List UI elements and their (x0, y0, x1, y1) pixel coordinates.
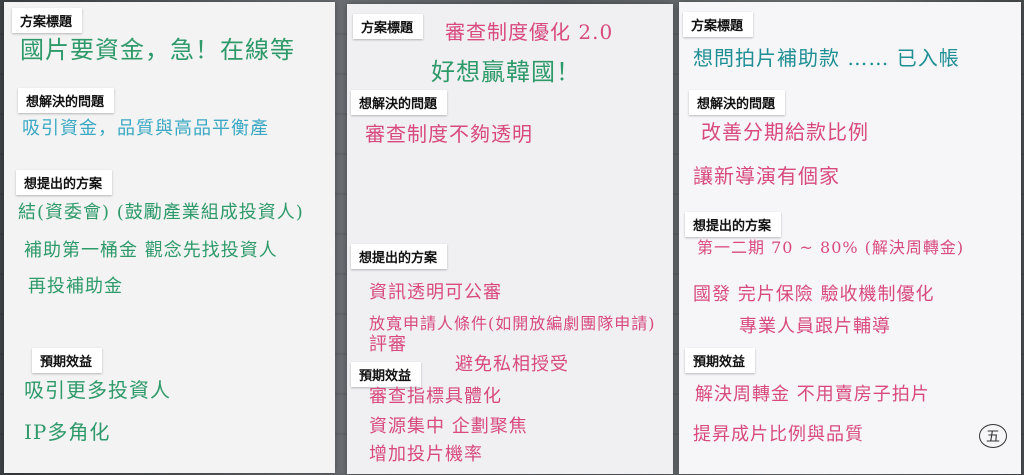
sheet-number-badge: 五 (979, 424, 1007, 448)
solution-line-1: 資訊透明可公審 (369, 282, 502, 303)
solution-label: 想提出的方案 (351, 244, 448, 269)
benefit-line-2: IP多角化 (24, 420, 111, 444)
poster-sheet-2: 方案標題 審查制度優化 2.0 好想贏韓國！ 想解決的問題 審查制度不夠透明 想… (347, 4, 673, 474)
benefit-line-1: 吸引更多投資人 (24, 378, 171, 402)
solution-line-3: 評審 (369, 334, 407, 355)
solution-label: 想提出的方案 (16, 170, 113, 195)
problem-line-2: 讓新導演有個家 (693, 164, 840, 188)
solution-line-1: 結(資委會) (鼓勵產業組成投資人) (18, 202, 304, 223)
solution-line-3: 專業人員跟片輔導 (739, 316, 891, 337)
solution-line-2: 放寬申請人條件(如開放編劇團隊申請) (369, 314, 656, 333)
title-text: 審查制度優化 2.0 (445, 20, 614, 44)
benefit-label: 預期效益 (32, 348, 103, 373)
problem-line-1: 改善分期給款比例 (701, 120, 869, 144)
problem-label: 想解決的問題 (689, 90, 786, 115)
problem-label: 想解決的問題 (18, 88, 115, 113)
problem-line-1: 審查制度不夠透明 (365, 122, 533, 146)
benefit-line-2: 資源集中 企劃聚焦 (369, 416, 528, 437)
benefit-line-1: 解決周轉金 不用賣房子拍片 (695, 384, 930, 405)
benefit-label: 預期效益 (685, 348, 756, 373)
title-label: 方案標題 (683, 12, 754, 37)
poster-sheet-1: 方案標題 國片要資金，急！在線等 想解決的問題 吸引資金，品質與高品平衡產 想提… (4, 2, 335, 473)
solution-label: 想提出的方案 (685, 212, 782, 237)
benefit-line-1: 審查指標具體化 (369, 386, 502, 407)
problem-label: 想解決的問題 (351, 90, 448, 115)
title-label: 方案標題 (353, 14, 424, 39)
benefit-label: 預期效益 (351, 362, 422, 387)
solution-extra-note: 避免私相授受 (455, 354, 569, 375)
solution-line-1: 第一二期 70 ~ 80% (解決周轉金) (697, 238, 965, 257)
title-text: 國片要資金，急！在線等 (20, 36, 295, 64)
solution-line-2: 國發 完片保險 驗收機制優化 (693, 284, 935, 305)
title-text-2: 好想贏韓國！ (431, 58, 581, 86)
poster-sheet-3: 方案標題 想問拍片補助款 …… 已入帳 想解決的問題 改善分期給款比例 讓新導演… (679, 2, 1021, 474)
benefit-line-3: 增加投片機率 (369, 444, 483, 465)
problem-line-1: 吸引資金，品質與高品平衡產 (22, 118, 269, 139)
solution-line-3: 再投補助金 (28, 276, 123, 297)
title-text: 想問拍片補助款 …… 已入帳 (693, 46, 960, 70)
benefit-line-2: 提昇成片比例與品質 (693, 424, 864, 445)
title-label: 方案標題 (12, 8, 83, 33)
solution-line-2: 補助第一桶金 觀念先找投資人 (24, 240, 278, 261)
